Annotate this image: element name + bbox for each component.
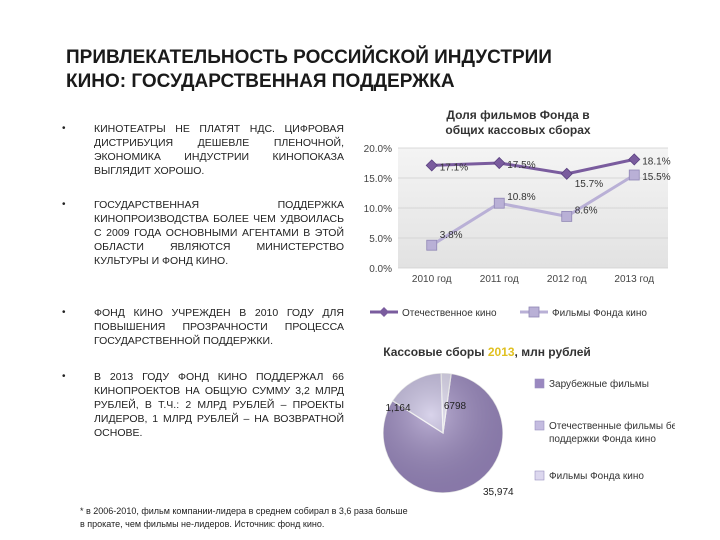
data-label: 8.6% bbox=[575, 205, 598, 216]
legend-swatch bbox=[534, 420, 545, 431]
line-chart-title: Доля фильмов Фонда в bbox=[446, 108, 589, 122]
legend-marker bbox=[528, 306, 540, 318]
data-point bbox=[493, 197, 505, 209]
legend-label: Отечественное кино bbox=[402, 308, 497, 319]
data-label: 3.8% bbox=[440, 230, 463, 241]
x-tick-label: 2012 год bbox=[547, 274, 587, 285]
bullet-item: • ФОНД КИНО УЧРЕЖДЕН В 2010 ГОДУ ДЛЯ ПОВ… bbox=[62, 306, 344, 350]
data-point bbox=[426, 239, 438, 251]
bullet-text: КИНОТЕАТРЫ НЕ ПЛАТЯТ НДС. ЦИФРОВАЯ ДИСТР… bbox=[94, 123, 344, 177]
bullet-dot-icon: • bbox=[62, 307, 66, 318]
title-line-1: ПРИВЛЕКАТЕЛЬНОСТЬ РОССИЙСКОЙ ИНДУСТРИИ bbox=[66, 47, 552, 68]
series-line bbox=[430, 173, 636, 247]
slide-title: ПРИВЛЕКАТЕЛЬНОСТЬ РОССИЙСКОЙ ИНДУСТРИИ К… bbox=[66, 46, 626, 94]
bullet-dot-icon: • bbox=[62, 199, 66, 210]
slice-label: 6798 bbox=[444, 401, 467, 412]
data-point bbox=[628, 169, 640, 181]
y-tick-label: 5.0% bbox=[369, 234, 392, 245]
data-label: 18.1% bbox=[642, 156, 670, 167]
data-label: 17.1% bbox=[440, 162, 468, 173]
bullet-item: • КИНОТЕАТРЫ НЕ ПЛАТЯТ НДС. ЦИФРОВАЯ ДИС… bbox=[62, 122, 344, 180]
footnote: * в 2006-2010, фильм компании-лидера в с… bbox=[80, 506, 408, 529]
bullet-text: ФОНД КИНО УЧРЕЖДЕН В 2010 ГОДУ ДЛЯ ПОВЫШ… bbox=[94, 307, 344, 347]
line-chart-title-line-2: общих кассовых сборах bbox=[445, 123, 591, 137]
box-office-pie-chart: Кассовые сборы 2013, млн рублей 35,974 67… bbox=[382, 345, 675, 498]
slice-label: 35,974 bbox=[483, 487, 514, 498]
legend-marker bbox=[379, 307, 389, 317]
y-tick-label: 10.0% bbox=[364, 204, 392, 215]
share-line-chart: Доля фильмов Фонда в общих кассовых сбор… bbox=[364, 108, 671, 319]
data-label: 17.5% bbox=[507, 160, 535, 171]
bullet-dot-icon: • bbox=[62, 371, 66, 382]
bullet-item: • ГОСУДАРСТВЕННАЯ ПОДДЕРЖКА КИНОПРОИЗВОД… bbox=[62, 198, 344, 288]
data-point bbox=[628, 153, 641, 166]
data-point bbox=[425, 159, 438, 172]
title-line-2: КИНО: ГОСУДАРСТВЕННАЯ ПОДДЕРЖКА bbox=[66, 71, 455, 92]
legend-label: Отечественные фильмы без поддержки Фонда … bbox=[549, 420, 675, 445]
slice-label: 1,164 bbox=[385, 403, 410, 414]
pie-chart-title: Кассовые сборы 2013, млн рублей bbox=[383, 345, 591, 359]
y-tick-label: 0.0% bbox=[369, 264, 392, 275]
y-tick-label: 15.0% bbox=[364, 174, 392, 185]
bullet-dot-icon: • bbox=[62, 123, 66, 134]
data-point bbox=[560, 167, 573, 180]
data-label: 15.5% bbox=[642, 172, 670, 183]
legend-label: Фильмы Фонда кино bbox=[549, 471, 644, 482]
legend-swatch bbox=[534, 470, 545, 481]
bullet-list: • КИНОТЕАТРЫ НЕ ПЛАТЯТ НДС. ЦИФРОВАЯ ДИС… bbox=[62, 122, 344, 462]
series-line bbox=[431, 157, 635, 176]
legend-label: Фильмы Фонда кино bbox=[552, 308, 647, 319]
data-point bbox=[493, 156, 506, 170]
legend-label: Зарубежные фильмы bbox=[549, 378, 649, 390]
y-tick-label: 20.0% bbox=[364, 144, 392, 155]
data-point bbox=[561, 211, 573, 222]
data-label: 10.8% bbox=[507, 192, 535, 203]
legend-swatch bbox=[534, 378, 545, 389]
bullet-text: ГОСУДАРСТВЕННАЯ ПОДДЕРЖКА КИНОПРОИЗВОДСТ… bbox=[94, 199, 344, 267]
x-tick-label: 2013 год bbox=[614, 274, 654, 285]
data-label: 15.7% bbox=[575, 179, 603, 190]
x-tick-label: 2011 год bbox=[480, 274, 519, 285]
bullet-text: В 2013 ГОДУ ФОНД КИНО ПОДДЕРЖАЛ 66 КИНОП… bbox=[94, 371, 344, 439]
bullet-item: • В 2013 ГОДУ ФОНД КИНО ПОДДЕРЖАЛ 66 КИН… bbox=[62, 370, 344, 444]
x-tick-label: 2010 год bbox=[412, 274, 452, 285]
